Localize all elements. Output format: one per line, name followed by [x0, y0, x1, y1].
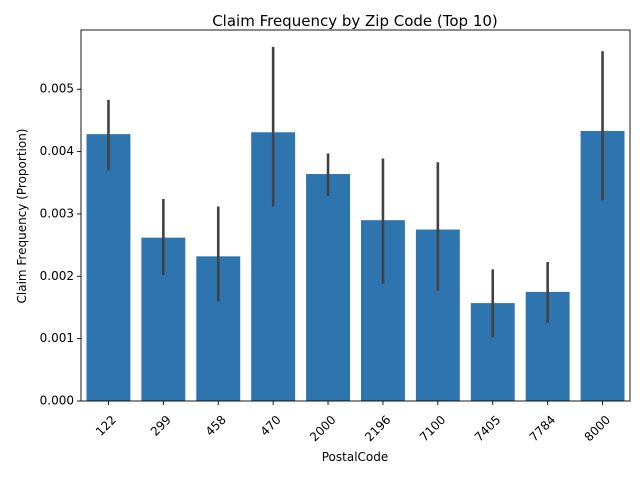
x-tick-label-2000: 2000: [307, 413, 338, 444]
error-bars: [107, 46, 604, 338]
y-tick-label: 0.000: [40, 394, 74, 408]
x-tick-label-458: 458: [203, 413, 229, 439]
plot-frame: [80, 29, 631, 402]
x-tick-label-7405: 7405: [472, 413, 503, 444]
y-tick-label: 0.003: [40, 206, 74, 220]
chart-title: Claim Frequency by Zip Code (Top 10): [212, 12, 498, 30]
x-tick-label-122: 122: [93, 413, 119, 439]
x-tick-label-470: 470: [258, 413, 284, 439]
x-axis-label: PostalCode: [322, 450, 389, 464]
bar-2000: [306, 174, 351, 401]
y-axis: 0.000 0.001 0.002 0.003 0.004 0.005: [40, 82, 81, 408]
y-tick-label: 0.002: [40, 269, 74, 283]
x-tick-label-299: 299: [148, 413, 174, 439]
y-tick-label: 0.001: [40, 331, 74, 345]
bars: [86, 131, 625, 402]
axes-frame: [80, 29, 631, 402]
bar-122: [86, 134, 131, 402]
x-tick-label-7100: 7100: [417, 413, 448, 444]
x-tick-label-2196: 2196: [362, 413, 393, 444]
x-tick-label-7784: 7784: [527, 413, 558, 444]
y-tick-label: 0.005: [40, 82, 74, 96]
x-tick-label-8000: 8000: [582, 413, 613, 444]
y-axis-label: Claim Frequency (Proportion): [15, 129, 29, 304]
y-tick-label: 0.004: [40, 144, 74, 158]
x-axis: 122 299 458 470 2000 2196 7100 7405 7784 8000: [93, 401, 613, 444]
